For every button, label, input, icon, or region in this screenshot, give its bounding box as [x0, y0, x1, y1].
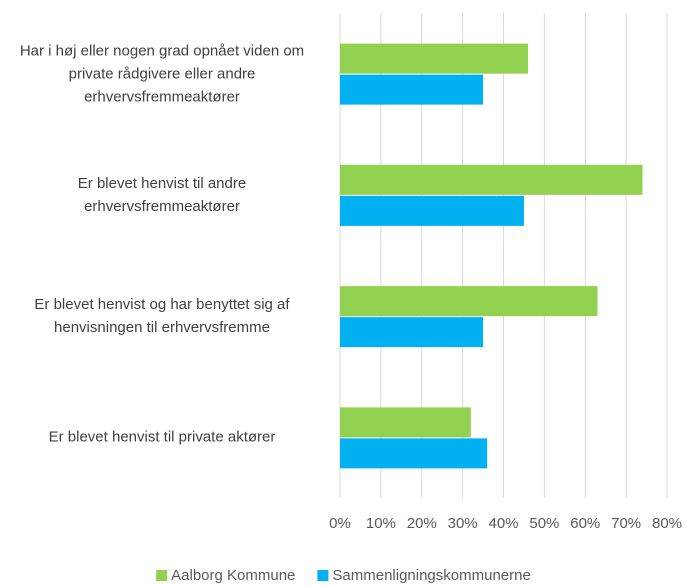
x-tick-label: 40%: [488, 515, 518, 532]
y-tick-label: Er blevet henvist til andre erhvervsfrem…: [77, 174, 247, 215]
bar: [340, 317, 484, 348]
x-tick-label: 70%: [611, 515, 641, 532]
legend-label: Aalborg Kommune: [171, 567, 295, 584]
y-tick-label: Er blevet henvist og har benyttet sig af…: [34, 296, 290, 337]
legend-swatch: [317, 570, 329, 581]
x-tick-label: 30%: [448, 515, 478, 532]
legend-label: Sammenligningskommunerne: [332, 567, 530, 584]
bar: [340, 195, 524, 226]
y-tick-label: Er blevet henvist til private aktører: [48, 428, 276, 446]
x-tick-label: 20%: [407, 515, 437, 532]
x-tick-label: 80%: [652, 515, 682, 532]
bar: [340, 43, 529, 74]
x-tick-label: 50%: [529, 515, 559, 532]
legend-swatch: [156, 570, 168, 581]
x-tick-label: 0%: [329, 515, 351, 532]
x-tick-label: 10%: [366, 515, 396, 532]
bar: [340, 74, 484, 105]
x-tick-label: 60%: [570, 515, 600, 532]
y-tick-label: Har i høj eller nogen grad opnået viden …: [19, 42, 305, 106]
bar: [340, 407, 471, 438]
bar: [340, 438, 488, 469]
bar: [340, 286, 598, 317]
bar: [340, 164, 643, 195]
